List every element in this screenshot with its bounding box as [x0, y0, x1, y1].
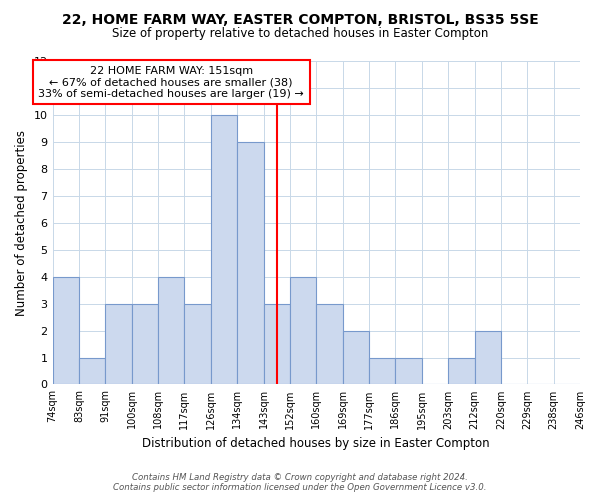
- X-axis label: Distribution of detached houses by size in Easter Compton: Distribution of detached houses by size …: [142, 437, 490, 450]
- Bar: [237, 142, 263, 384]
- Bar: [158, 277, 184, 384]
- Bar: [263, 304, 290, 384]
- Text: Contains HM Land Registry data © Crown copyright and database right 2024.
Contai: Contains HM Land Registry data © Crown c…: [113, 473, 487, 492]
- Text: 22 HOME FARM WAY: 151sqm
← 67% of detached houses are smaller (38)
33% of semi-d: 22 HOME FARM WAY: 151sqm ← 67% of detach…: [38, 66, 304, 98]
- Text: 22, HOME FARM WAY, EASTER COMPTON, BRISTOL, BS35 5SE: 22, HOME FARM WAY, EASTER COMPTON, BRIST…: [62, 12, 538, 26]
- Y-axis label: Number of detached properties: Number of detached properties: [15, 130, 28, 316]
- Bar: [343, 330, 369, 384]
- Bar: [290, 277, 316, 384]
- Bar: [53, 277, 79, 384]
- Bar: [395, 358, 422, 384]
- Bar: [369, 358, 395, 384]
- Bar: [316, 304, 343, 384]
- Bar: [131, 304, 158, 384]
- Bar: [448, 358, 475, 384]
- Bar: [211, 116, 237, 384]
- Bar: [105, 304, 131, 384]
- Bar: [184, 304, 211, 384]
- Bar: [475, 330, 501, 384]
- Bar: [79, 358, 105, 384]
- Text: Size of property relative to detached houses in Easter Compton: Size of property relative to detached ho…: [112, 28, 488, 40]
